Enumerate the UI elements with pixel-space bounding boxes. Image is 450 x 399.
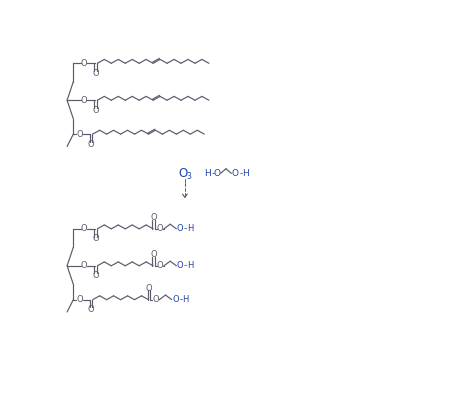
Text: O: O: [152, 295, 159, 304]
Text: O: O: [178, 167, 187, 180]
Text: O: O: [150, 250, 157, 259]
Text: O: O: [92, 106, 99, 115]
Text: O: O: [87, 305, 94, 314]
Text: O: O: [81, 224, 87, 233]
Text: O: O: [232, 169, 239, 178]
Text: H: H: [242, 169, 249, 178]
Text: O: O: [157, 224, 163, 233]
Text: O: O: [81, 261, 87, 270]
Text: H: H: [187, 224, 194, 233]
Text: O: O: [92, 234, 99, 243]
Text: O: O: [81, 96, 87, 105]
Text: O: O: [76, 130, 83, 138]
Text: O: O: [145, 284, 152, 292]
Text: O: O: [172, 295, 179, 304]
Text: -: -: [184, 224, 187, 233]
Text: H: H: [204, 169, 211, 178]
Text: -: -: [180, 295, 183, 304]
Text: O: O: [87, 140, 94, 149]
Text: O: O: [177, 224, 184, 233]
Text: -: -: [211, 169, 215, 178]
Text: O: O: [177, 261, 184, 270]
Text: O: O: [81, 59, 87, 68]
Text: H: H: [183, 295, 189, 304]
Text: O: O: [92, 271, 99, 280]
Text: -: -: [239, 169, 243, 178]
Text: O: O: [214, 169, 221, 178]
Text: 3: 3: [186, 172, 191, 181]
Text: O: O: [76, 295, 83, 304]
Text: O: O: [92, 69, 99, 78]
Text: O: O: [150, 213, 157, 222]
Text: H: H: [187, 261, 194, 270]
Text: O: O: [157, 261, 163, 270]
Text: -: -: [184, 261, 187, 270]
